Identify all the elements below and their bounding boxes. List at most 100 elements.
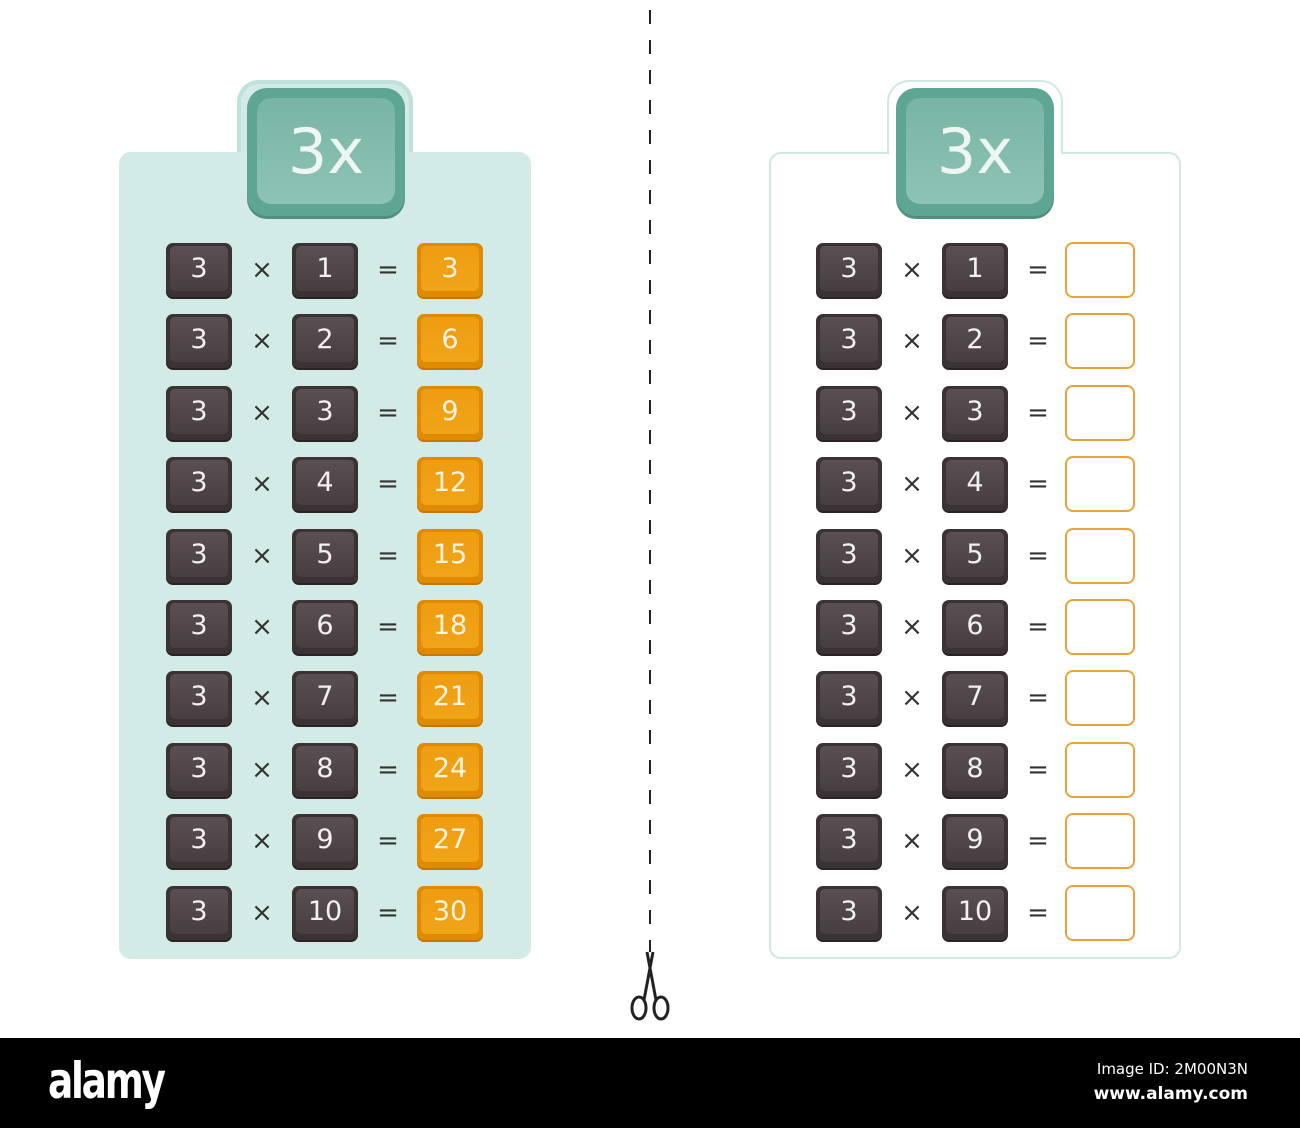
answer-key-value: 18 bbox=[421, 603, 479, 648]
equals-sign: = bbox=[1027, 683, 1049, 714]
multiplicand-key: 3 bbox=[166, 314, 232, 369]
answer-input-box[interactable] bbox=[1065, 527, 1135, 584]
times-sign: × bbox=[251, 897, 273, 928]
multiplicand-key: 3 bbox=[166, 814, 232, 869]
times-sign: × bbox=[251, 397, 273, 428]
answer-key: 9 bbox=[417, 385, 483, 440]
times-sign: × bbox=[901, 255, 923, 285]
multiplicand-key: 3 bbox=[816, 457, 882, 512]
multiplicand-key-value: 3 bbox=[170, 674, 228, 720]
answer-key-value: 30 bbox=[421, 888, 479, 934]
equals-sign: = bbox=[1027, 826, 1049, 857]
answer-key: 27 bbox=[417, 814, 483, 869]
times-sign: × bbox=[251, 469, 273, 500]
multiplicand-key-value: 3 bbox=[820, 388, 878, 434]
times-sign: × bbox=[251, 754, 273, 785]
answer-input-box[interactable] bbox=[1065, 670, 1135, 727]
footer: alamy Image ID: 2M00N3N www.alamy.com bbox=[0, 1038, 1300, 1128]
answer-input-box[interactable] bbox=[1065, 813, 1135, 870]
equals-sign: = bbox=[377, 540, 399, 571]
multiplicand-key-value: 3 bbox=[820, 674, 878, 720]
multiplier-key-value: 8 bbox=[296, 745, 354, 791]
multiplier-key: 2 bbox=[292, 314, 358, 369]
times-sign: × bbox=[251, 612, 273, 642]
multiplier-key: 1 bbox=[942, 243, 1008, 297]
right-sheet-title: 3x bbox=[906, 98, 1044, 204]
times-sign: × bbox=[901, 754, 923, 785]
equals-sign: = bbox=[377, 826, 399, 857]
multiplicand-key: 3 bbox=[816, 385, 882, 440]
multiplier-key-value: 3 bbox=[946, 388, 1004, 434]
answer-key: 12 bbox=[417, 457, 483, 512]
answer-input-box[interactable] bbox=[1065, 599, 1135, 655]
multiplier-key: 8 bbox=[292, 742, 358, 797]
multiplier-key: 8 bbox=[942, 742, 1008, 797]
multiplicand-key: 3 bbox=[166, 671, 232, 726]
equals-sign: = bbox=[1027, 469, 1049, 500]
multiplicand-key: 3 bbox=[816, 671, 882, 726]
multiplier-key: 6 bbox=[292, 600, 358, 654]
multiplier-key-value: 2 bbox=[296, 317, 354, 363]
answer-input-box[interactable] bbox=[1065, 384, 1135, 441]
multiplicand-key: 3 bbox=[816, 314, 882, 369]
answer-key: 30 bbox=[417, 885, 483, 940]
equals-sign: = bbox=[1027, 255, 1049, 285]
multiplicand-key: 3 bbox=[166, 385, 232, 440]
multiplicand-key-value: 3 bbox=[170, 460, 228, 506]
multiplicand-key-value: 3 bbox=[820, 817, 878, 863]
multiplier-key-value: 5 bbox=[296, 531, 354, 577]
answer-key: 3 bbox=[417, 243, 483, 297]
multiplier-key: 9 bbox=[292, 814, 358, 869]
left-sheet-title: 3x bbox=[257, 98, 395, 204]
answer-input-box[interactable] bbox=[1065, 456, 1135, 513]
cut-line bbox=[649, 10, 651, 952]
multiplicand-key-value: 3 bbox=[820, 531, 878, 577]
equals-sign: = bbox=[1027, 612, 1049, 642]
times-sign: × bbox=[901, 683, 923, 714]
multiplier-key: 4 bbox=[942, 457, 1008, 512]
multiplicand-key: 3 bbox=[166, 600, 232, 654]
multiplier-key-value: 4 bbox=[296, 460, 354, 506]
answer-input-box[interactable] bbox=[1065, 741, 1135, 798]
alamy-logo: alamy bbox=[48, 1052, 166, 1110]
answer-input-box[interactable] bbox=[1065, 884, 1135, 941]
multiplicand-key-value: 3 bbox=[820, 603, 878, 648]
multiplicand-key: 3 bbox=[816, 528, 882, 583]
multiplicand-key-value: 3 bbox=[170, 745, 228, 791]
times-sign: × bbox=[251, 540, 273, 571]
multiplicand-key: 3 bbox=[816, 600, 882, 654]
equals-sign: = bbox=[1027, 397, 1049, 428]
multiplicand-key-value: 3 bbox=[820, 460, 878, 506]
multiplier-key: 4 bbox=[292, 457, 358, 512]
multiplicand-key-value: 3 bbox=[170, 817, 228, 863]
multiplier-key-value: 1 bbox=[946, 246, 1004, 291]
multiplier-key: 7 bbox=[292, 671, 358, 726]
equals-sign: = bbox=[377, 326, 399, 357]
image-id: Image ID: 2M00N3N bbox=[1096, 1060, 1248, 1078]
multiplier-key: 3 bbox=[942, 385, 1008, 440]
times-sign: × bbox=[901, 612, 923, 642]
times-sign: × bbox=[901, 826, 923, 857]
answer-key: 24 bbox=[417, 742, 483, 797]
multiplicand-key-value: 3 bbox=[170, 531, 228, 577]
answer-key-value: 21 bbox=[421, 674, 479, 720]
multiplier-key-value: 10 bbox=[946, 888, 1004, 934]
multiplier-key: 5 bbox=[942, 528, 1008, 583]
answer-input-box[interactable] bbox=[1065, 242, 1135, 298]
answer-key-value: 27 bbox=[421, 817, 479, 863]
multiplier-key-value: 9 bbox=[296, 817, 354, 863]
footer-url[interactable]: www.alamy.com bbox=[1093, 1084, 1248, 1104]
answer-input-box[interactable] bbox=[1065, 313, 1135, 370]
times-sign: × bbox=[251, 826, 273, 857]
multiplicand-key: 3 bbox=[816, 742, 882, 797]
multiplicand-key: 3 bbox=[166, 243, 232, 297]
multiplicand-key-value: 3 bbox=[170, 603, 228, 648]
multiplier-key-value: 2 bbox=[946, 317, 1004, 363]
multiplicand-key: 3 bbox=[816, 814, 882, 869]
equals-sign: = bbox=[377, 397, 399, 428]
multiplier-key: 3 bbox=[292, 385, 358, 440]
multiplier-key-value: 6 bbox=[946, 603, 1004, 648]
equals-sign: = bbox=[377, 612, 399, 642]
multiplicand-key-value: 3 bbox=[820, 246, 878, 291]
multiplicand-key: 3 bbox=[166, 742, 232, 797]
